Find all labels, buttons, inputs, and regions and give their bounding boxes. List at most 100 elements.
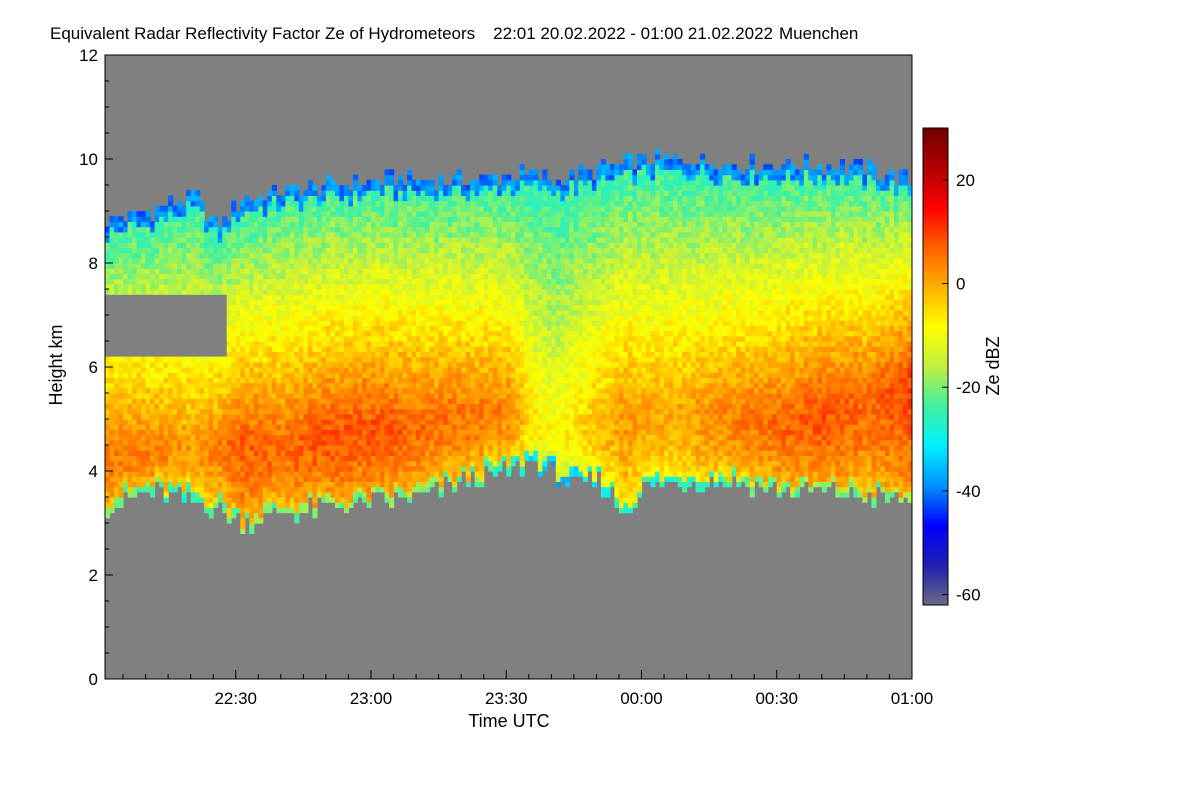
heatmap-cell: [181, 408, 187, 415]
heatmap-cell: [479, 200, 485, 207]
heatmap-cell: [452, 419, 458, 425]
heatmap-cell: [208, 393, 214, 399]
heatmap-cell: [461, 252, 467, 259]
heatmap-cell: [298, 476, 304, 482]
heatmap-cell: [307, 393, 313, 399]
heatmap-cell: [159, 247, 165, 254]
heatmap-cell: [506, 419, 512, 425]
heatmap-cell: [407, 226, 413, 233]
heatmap-cell: [375, 382, 381, 389]
heatmap-cell: [123, 382, 129, 389]
heatmap-cell: [456, 216, 462, 222]
heatmap-cell: [172, 278, 178, 285]
heatmap-cell: [416, 200, 422, 207]
heatmap-cell: [416, 247, 422, 254]
heatmap-cell: [492, 263, 498, 269]
heatmap-cell: [105, 476, 111, 482]
heatmap-cell: [168, 476, 174, 482]
heatmap-cell: [452, 226, 458, 233]
heatmap-cell: [240, 200, 246, 207]
heatmap-cell: [465, 315, 471, 321]
heatmap-cell: [479, 471, 485, 477]
heatmap-cell: [285, 377, 291, 384]
heatmap-cell: [425, 252, 431, 259]
heatmap-cell: [298, 335, 304, 342]
heatmap-cell: [303, 335, 309, 342]
heatmap-cell: [249, 445, 255, 451]
heatmap-cell: [105, 439, 111, 446]
heatmap-cell: [199, 403, 205, 410]
heatmap-cell: [240, 325, 246, 332]
heatmap-cell: [244, 439, 250, 446]
heatmap-cell: [235, 450, 241, 456]
heatmap-cell: [470, 278, 476, 285]
heatmap-cell: [253, 289, 259, 295]
heatmap-cell: [262, 335, 268, 342]
heatmap-cell: [452, 429, 458, 436]
heatmap-cell: [303, 481, 309, 488]
heatmap-cell: [380, 320, 386, 326]
heatmap-cell: [348, 320, 354, 326]
heatmap-cell: [380, 221, 386, 228]
heatmap-cell: [141, 361, 147, 368]
heatmap-cell: [267, 294, 273, 300]
heatmap-cell: [488, 361, 494, 368]
heatmap-cell: [434, 439, 440, 446]
heatmap-cell: [492, 174, 498, 181]
heatmap-cell: [244, 289, 250, 295]
heatmap-cell: [213, 408, 219, 415]
heatmap-cell: [321, 346, 327, 352]
heatmap-cell: [244, 200, 250, 207]
heatmap-cell: [470, 299, 476, 306]
heatmap-cell: [204, 403, 210, 410]
heatmap-cell: [231, 278, 237, 285]
heatmap-cell: [348, 335, 354, 342]
heatmap-cell: [141, 237, 147, 243]
heatmap-cell: [443, 283, 449, 290]
heatmap-cell: [474, 278, 480, 285]
heatmap-cell: [389, 455, 395, 462]
heatmap-cell: [312, 507, 318, 514]
heatmap-cell: [195, 465, 201, 472]
heatmap-cell: [479, 268, 485, 274]
heatmap-cell: [375, 424, 381, 430]
heatmap-cell: [456, 367, 462, 373]
heatmap-cell: [461, 226, 467, 233]
heatmap-cell: [407, 289, 413, 295]
heatmap-cell: [294, 325, 300, 332]
heatmap-cell: [312, 273, 318, 280]
heatmap-cell: [425, 283, 431, 290]
heatmap-cell: [276, 283, 282, 290]
heatmap-cell: [244, 335, 250, 342]
heatmap-cell: [141, 382, 147, 389]
heatmap-cell: [271, 221, 277, 228]
heatmap-cell: [447, 351, 453, 358]
heatmap-cell: [438, 315, 444, 321]
heatmap-cell: [276, 205, 282, 212]
heatmap-cell: [425, 341, 431, 347]
heatmap-cell: [132, 221, 138, 228]
heatmap-cell: [154, 273, 160, 280]
heatmap-cell: [258, 211, 264, 217]
heatmap-cell: [136, 221, 142, 228]
heatmap-cell: [416, 429, 422, 436]
heatmap-cell: [420, 226, 426, 233]
heatmap-cell: [389, 226, 395, 233]
heatmap-cell: [497, 283, 503, 290]
heatmap-cell: [456, 304, 462, 311]
heatmap-cell: [434, 393, 440, 399]
heatmap-cell: [244, 320, 250, 326]
heatmap-cell: [316, 445, 322, 451]
heatmap-cell: [271, 330, 277, 337]
heatmap-cell: [429, 190, 435, 196]
heatmap-cell: [325, 471, 332, 477]
heatmap-cell: [447, 382, 453, 389]
heatmap-cell: [501, 419, 507, 425]
heatmap-cell: [168, 387, 174, 394]
heatmap-cell: [303, 377, 309, 384]
heatmap-cell: [393, 465, 399, 472]
heatmap-cell: [348, 247, 354, 254]
heatmap-cell: [267, 226, 273, 233]
heatmap-cell: [141, 221, 147, 228]
heatmap-cell: [474, 372, 480, 378]
